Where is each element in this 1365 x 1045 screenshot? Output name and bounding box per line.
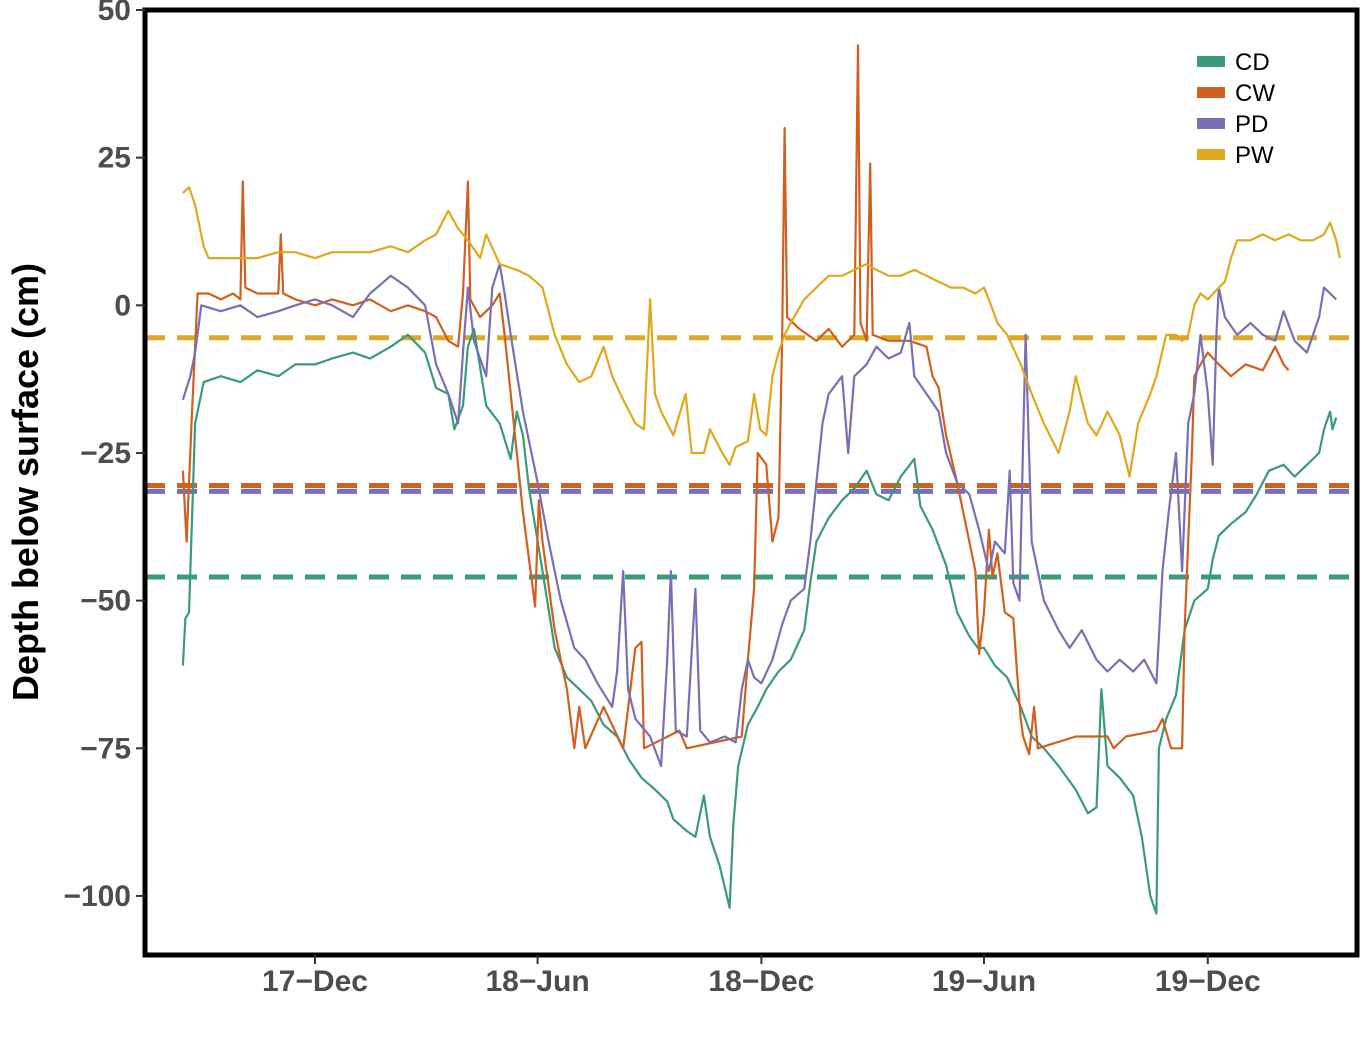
legend-key-pd <box>1197 118 1225 129</box>
y-axis: 50 25 0 −25 −50 −75 −100 <box>63 0 145 913</box>
series-lines <box>181 44 1341 915</box>
x-tick-label: 18−Jun <box>485 965 589 998</box>
legend-key-pw <box>1197 149 1225 160</box>
y-tick-label: −75 <box>80 732 131 765</box>
plot-frame <box>142 7 1360 958</box>
y-tick-label: 50 <box>98 0 131 27</box>
series-line-pw <box>182 186 1341 478</box>
series-line-cw <box>181 44 1290 756</box>
x-tick-label: 18−Dec <box>708 965 814 998</box>
series-line-cd <box>181 327 1338 915</box>
legend-label-cd: CD <box>1235 49 1270 76</box>
y-tick-label: 0 <box>114 289 131 322</box>
series-line-pd <box>181 262 1337 768</box>
y-tick-label: 25 <box>98 142 131 175</box>
legend-label-pw: PW <box>1235 142 1274 169</box>
legend-label-cw: CW <box>1235 80 1275 107</box>
x-tick-label: 19−Jun <box>932 965 1036 998</box>
y-tick-label: −25 <box>80 437 131 470</box>
reference-lines <box>145 335 1357 580</box>
x-tick-label: 19−Dec <box>1155 965 1261 998</box>
legend-key-cw <box>1197 87 1225 98</box>
x-axis: 17−Dec 18−Jun 18−Dec 19−Jun 19−Dec <box>262 955 1261 998</box>
legend-key-cd <box>1197 56 1225 67</box>
y-axis-title: Depth below surface (cm) <box>5 263 46 701</box>
y-tick-label: −50 <box>80 585 131 618</box>
legend-label-pd: PD <box>1235 111 1268 138</box>
x-tick-label: 17−Dec <box>262 965 368 998</box>
legend: CD CW PD PW <box>1197 49 1275 169</box>
y-tick-label: −100 <box>63 880 131 913</box>
